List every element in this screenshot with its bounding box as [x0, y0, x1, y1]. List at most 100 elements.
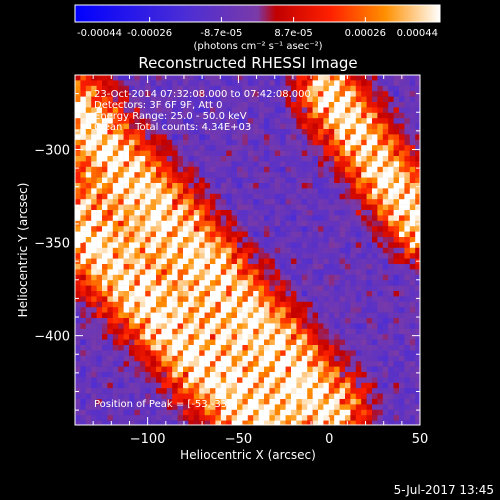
- heatmap-cell: [404, 323, 411, 330]
- heatmap-cell: [226, 355, 232, 362]
- heatmap-cell: [85, 285, 92, 292]
- heatmap-cell: [156, 247, 162, 254]
- heatmap-cell: [145, 96, 151, 103]
- heatmap-cell: [258, 85, 265, 92]
- heatmap-cell: [80, 85, 87, 92]
- heatmap-cell: [345, 188, 351, 195]
- heatmap-cell: [204, 177, 211, 184]
- heatmap-cell: [102, 274, 108, 281]
- heatmap-cell: [172, 242, 178, 249]
- heatmap-cell: [139, 399, 146, 405]
- heatmap-cell: [274, 172, 281, 178]
- heatmap-cell: [334, 193, 340, 200]
- heatmap-cell: [210, 129, 216, 135]
- heatmap-cell: [112, 123, 119, 130]
- heatmap-cell: [166, 188, 173, 195]
- heatmap-cell: [328, 134, 335, 141]
- heatmap-cell: [193, 107, 200, 114]
- heatmap-cell: [226, 226, 232, 232]
- heatmap-cell: [312, 123, 319, 130]
- heatmap-cell: [215, 177, 222, 184]
- heatmap-cell: [269, 409, 276, 416]
- heatmap-cell: [188, 393, 195, 400]
- heatmap-cell: [291, 204, 297, 211]
- heatmap-cell: [215, 193, 222, 200]
- heatmap-cell: [183, 85, 189, 92]
- heatmap-cell: [264, 91, 270, 97]
- heatmap-cell: [296, 415, 303, 421]
- heatmap-cell: [161, 264, 168, 270]
- heatmap-cell: [177, 237, 184, 243]
- heatmap-cell: [220, 323, 227, 330]
- heatmap-cell: [253, 237, 259, 243]
- heatmap-cell: [280, 145, 286, 151]
- heatmap-cell: [264, 377, 270, 384]
- heatmap-cell: [285, 139, 292, 146]
- heatmap-cell: [345, 350, 351, 357]
- heatmap-cell: [382, 361, 389, 367]
- heatmap-cell: [258, 242, 265, 249]
- heatmap-cell: [388, 150, 394, 157]
- heatmap-cell: [291, 274, 297, 281]
- heatmap-cell: [156, 166, 162, 173]
- heatmap-cell: [409, 183, 416, 189]
- heatmap-cell: [75, 80, 81, 87]
- heatmap-cell: [409, 404, 416, 411]
- heatmap-cell: [183, 226, 189, 232]
- heatmap-cell: [404, 96, 411, 103]
- heatmap-cell: [409, 377, 416, 384]
- heatmap-cell: [220, 269, 227, 276]
- heatmap-cell: [339, 377, 346, 384]
- heatmap-cell: [166, 361, 173, 367]
- heatmap-cell: [172, 102, 178, 108]
- heatmap-cell: [318, 85, 324, 92]
- heatmap-cell: [264, 388, 270, 394]
- heatmap-cell: [291, 220, 297, 227]
- heatmap-cell: [388, 377, 394, 384]
- heatmap-cell: [388, 361, 394, 367]
- heatmap-cell: [193, 96, 200, 103]
- heatmap-cell: [123, 388, 130, 394]
- heatmap-cell: [291, 296, 297, 303]
- heatmap-cell: [242, 339, 249, 346]
- heatmap-cell: [123, 420, 130, 425]
- heatmap-cell: [296, 312, 303, 319]
- heatmap-cell: [118, 269, 124, 276]
- heatmap-cell: [139, 334, 146, 340]
- heatmap-cell: [258, 112, 265, 119]
- heatmap-cell: [334, 291, 340, 297]
- heatmap-cell: [339, 264, 346, 270]
- heatmap-cell: [345, 102, 351, 108]
- heatmap-cell: [366, 274, 373, 281]
- heatmap-cell: [274, 193, 281, 200]
- heatmap-cell: [361, 226, 367, 232]
- heatmap-cell: [388, 118, 394, 124]
- heatmap-cell: [264, 285, 270, 292]
- heatmap-cell: [193, 285, 200, 292]
- heatmap-cell: [388, 301, 394, 308]
- heatmap-cell: [328, 139, 335, 146]
- heatmap-cell: [301, 166, 308, 173]
- heatmap-cell: [382, 188, 389, 195]
- heatmap-cell: [134, 420, 141, 425]
- chart-title: Reconstructed RHESSI Image: [138, 54, 357, 72]
- heatmap-cell: [355, 285, 362, 292]
- heatmap-cell: [253, 264, 259, 270]
- heatmap-cell: [220, 372, 227, 378]
- heatmap-cell: [199, 188, 205, 195]
- heatmap-cell: [199, 409, 205, 416]
- heatmap-cell: [188, 253, 195, 259]
- heatmap-cell: [258, 177, 265, 184]
- heatmap-cell: [393, 339, 400, 346]
- heatmap-cell: [215, 377, 222, 384]
- heatmap-cell: [345, 166, 351, 173]
- heatmap-cell: [345, 129, 351, 135]
- heatmap-cell: [318, 80, 324, 87]
- heatmap-cell: [382, 210, 389, 216]
- heatmap-cell: [285, 183, 292, 189]
- heatmap-cell: [355, 382, 362, 389]
- heatmap-cell: [247, 312, 254, 319]
- heatmap-cell: [166, 226, 173, 232]
- heatmap-cell: [404, 312, 411, 319]
- heatmap-cell: [285, 420, 292, 425]
